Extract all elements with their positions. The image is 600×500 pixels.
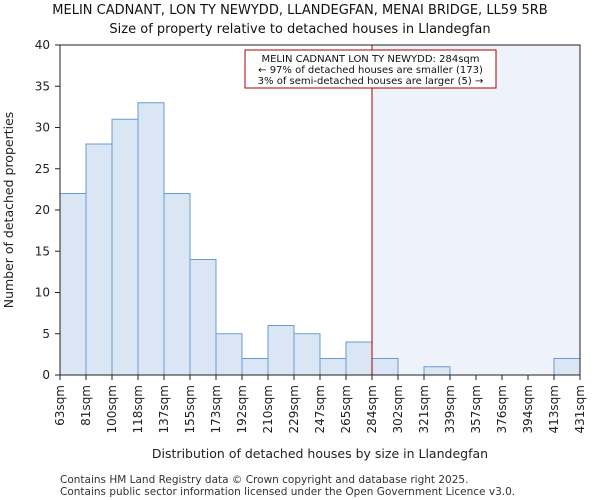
x-tick-label: 155sqm: [183, 385, 197, 433]
bar-137sqm: [163, 193, 191, 376]
x-tick-label: 265sqm: [339, 385, 353, 433]
x-tick-label: 376sqm: [495, 385, 509, 433]
x-tick-label: 192sqm: [235, 385, 249, 433]
x-ticks: 63sqm 81sqm 100sqm 118sqm 137sqm 155sqm 173sqm…: [53, 375, 587, 433]
y-axis-label: Number of detached properties: [1, 112, 16, 309]
annotation-line-2: ← 97% of detached houses are smaller (17…: [258, 65, 483, 76]
x-tick-label: 137sqm: [157, 385, 171, 433]
bar-118sqm: [137, 102, 165, 376]
y-tick-label: 25: [35, 162, 50, 176]
bar-192sqm: [241, 358, 269, 376]
x-tick-label: 321sqm: [417, 385, 431, 433]
bar-63sqm: [59, 193, 87, 376]
y-ticks: 0 5 10 15 20 25 30 35 40: [35, 38, 60, 382]
chart-title: MELIN CADNANT, LON TY NEWYDD, LLANDEGFAN…: [52, 3, 547, 18]
footer-line-2: Contains public sector information licen…: [60, 486, 515, 498]
y-tick-label: 40: [35, 38, 50, 52]
x-tick-label: 302sqm: [391, 385, 405, 433]
y-tick-label: 0: [42, 368, 50, 382]
bar-173sqm: [215, 333, 243, 376]
x-tick-label: 100sqm: [105, 385, 119, 433]
x-tick-label: 63sqm: [53, 385, 67, 426]
x-axis-label: Distribution of detached houses by size …: [152, 446, 488, 461]
y-tick-label: 5: [42, 327, 50, 341]
annotation-line-3: 3% of semi-detached houses are larger (5…: [258, 76, 484, 87]
x-tick-label: 431sqm: [573, 385, 587, 433]
y-tick-label: 15: [35, 244, 50, 258]
y-tick-label: 35: [35, 79, 50, 93]
bar-265sqm: [345, 341, 373, 376]
x-tick-label: 229sqm: [287, 385, 301, 433]
bar-413sqm: [553, 358, 581, 376]
bar-321sqm: [423, 366, 451, 376]
bar-229sqm: [293, 333, 321, 376]
annotation-box: MELIN CADNANT LON TY NEWYDD: 284sqm ← 97…: [244, 49, 497, 89]
bar-100sqm: [111, 118, 139, 376]
x-tick-label: 247sqm: [313, 385, 327, 433]
chart-subtitle: Size of property relative to detached ho…: [109, 22, 490, 37]
x-tick-label: 81sqm: [79, 385, 93, 426]
x-tick-label: 284sqm: [365, 385, 379, 433]
annotation-line-1: MELIN CADNANT LON TY NEWYDD: 284sqm: [261, 54, 479, 65]
bars: [59, 102, 581, 376]
x-tick-label: 210sqm: [261, 385, 275, 433]
bar-247sqm: [319, 358, 347, 376]
bar-210sqm: [267, 325, 295, 376]
footer-line-1: Contains HM Land Registry data © Crown c…: [60, 474, 468, 486]
annotation-border: [244, 49, 497, 89]
bar-81sqm: [85, 143, 113, 376]
x-tick-label: 173sqm: [209, 385, 223, 433]
x-tick-label: 357sqm: [469, 385, 483, 433]
x-tick-label: 394sqm: [521, 385, 535, 433]
bar-284sqm: [371, 358, 399, 376]
x-tick-label: 413sqm: [547, 385, 561, 433]
y-tick-label: 20: [35, 203, 50, 217]
x-tick-label: 118sqm: [131, 385, 145, 433]
x-tick-label: 339sqm: [443, 385, 457, 433]
y-tick-label: 30: [35, 121, 50, 135]
bar-155sqm: [189, 259, 217, 376]
highlight-region: [372, 45, 580, 375]
y-tick-label: 10: [35, 286, 50, 300]
